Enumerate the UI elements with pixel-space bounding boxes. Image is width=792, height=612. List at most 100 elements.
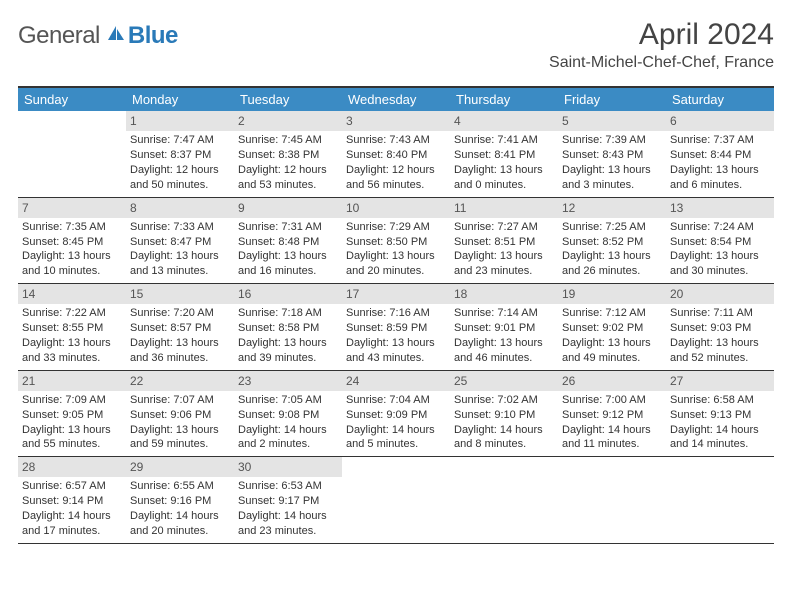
- day-number: 3: [342, 111, 450, 131]
- day-cell: 24Sunrise: 7:04 AMSunset: 9:09 PMDayligh…: [342, 371, 450, 457]
- sunrise-line: Sunrise: 7:18 AM: [238, 306, 338, 321]
- day-number: 25: [450, 371, 558, 391]
- sunrise-line: Sunrise: 6:55 AM: [130, 479, 230, 494]
- daylight-line: Daylight: 14 hours and 2 minutes.: [238, 423, 338, 453]
- daylight-line: Daylight: 13 hours and 26 minutes.: [562, 249, 662, 279]
- day-cell: 10Sunrise: 7:29 AMSunset: 8:50 PMDayligh…: [342, 198, 450, 284]
- sunset-line: Sunset: 9:14 PM: [22, 494, 122, 509]
- sunset-line: Sunset: 8:47 PM: [130, 235, 230, 250]
- day-number: 22: [126, 371, 234, 391]
- sunset-line: Sunset: 8:43 PM: [562, 148, 662, 163]
- daylight-line: Daylight: 13 hours and 59 minutes.: [130, 423, 230, 453]
- sunrise-line: Sunrise: 7:05 AM: [238, 393, 338, 408]
- day-number: 2: [234, 111, 342, 131]
- daylight-line: Daylight: 13 hours and 52 minutes.: [670, 336, 770, 366]
- sunset-line: Sunset: 8:54 PM: [670, 235, 770, 250]
- title-block: April 2024 Saint-Michel-Chef-Chef, Franc…: [549, 18, 774, 72]
- day-cell: 18 Sunrise: 7:14 AMSunset: 9:01 PMDayligh…: [450, 284, 558, 370]
- daylight-line: Daylight: 14 hours and 8 minutes.: [454, 423, 554, 453]
- day-number: 24: [342, 371, 450, 391]
- sunset-line: Sunset: 8:45 PM: [22, 235, 122, 250]
- sunrise-line: Sunrise: 7:14 AM: [454, 306, 554, 321]
- month-title: April 2024: [549, 18, 774, 52]
- sunrise-line: Sunrise: 7:12 AM: [562, 306, 662, 321]
- logo-text-blue: Blue: [128, 22, 178, 50]
- header: General Blue April 2024 Saint-Michel-Che…: [18, 18, 774, 72]
- day-cell: 5Sunrise: 7:39 AMSunset: 8:43 PMDaylight…: [558, 111, 666, 197]
- sunrise-line: Sunrise: 7:07 AM: [130, 393, 230, 408]
- daylight-line: Daylight: 12 hours and 56 minutes.: [346, 163, 446, 193]
- sunset-line: Sunset: 8:48 PM: [238, 235, 338, 250]
- weekday-header: Monday: [126, 88, 234, 111]
- day-number: 9: [234, 198, 342, 218]
- day-cell: 23 Sunrise: 7:05 AMSunset: 9:08 PMDayligh…: [234, 371, 342, 457]
- sunset-line: Sunset: 8:55 PM: [22, 321, 122, 336]
- day-number: 23: [234, 371, 342, 391]
- day-cell: 30Sunrise: 6:53 AMSunset: 9:17 PMDayligh…: [234, 457, 342, 543]
- sunrise-line: Sunrise: 7:20 AM: [130, 306, 230, 321]
- daylight-line: Daylight: 13 hours and 3 minutes.: [562, 163, 662, 193]
- day-cell: 17Sunrise: 7:16 AMSunset: 8:59 PMDayligh…: [342, 284, 450, 370]
- week-row: 1Sunrise: 7:47 AMSunset: 8:37 PMDaylight…: [18, 111, 774, 198]
- week-row: 14Sunrise: 7:22 AMSunset: 8:55 PMDayligh…: [18, 284, 774, 371]
- sail-icon: [106, 24, 126, 47]
- day-number: 15: [126, 284, 234, 304]
- sunrise-line: Sunrise: 7:25 AM: [562, 220, 662, 235]
- day-cell: 22Sunrise: 7:07 AMSunset: 9:06 PMDayligh…: [126, 371, 234, 457]
- sunrise-line: Sunrise: 7:02 AM: [454, 393, 554, 408]
- daylight-line: Daylight: 13 hours and 10 minutes.: [22, 249, 122, 279]
- sunset-line: Sunset: 8:37 PM: [130, 148, 230, 163]
- sunset-line: Sunset: 8:44 PM: [670, 148, 770, 163]
- week-row: 28 Sunrise: 6:57 AMSunset: 9:14 PM Dayligh…: [18, 457, 774, 544]
- daylight-line: Daylight: 14 hours and 20 minutes.: [130, 509, 230, 539]
- sunrise-line: Sunrise: 7:29 AM: [346, 220, 446, 235]
- week-row: 7Sunrise: 7:35 AMSunset: 8:45 PMDaylight…: [18, 198, 774, 285]
- sunset-line: Sunset: 9:12 PM: [562, 408, 662, 423]
- sunset-line: Sunset: 8:59 PM: [346, 321, 446, 336]
- sunrise-line: Sunrise: 7:47 AM: [130, 133, 230, 148]
- sunset-line: Sunset: 8:41 PM: [454, 148, 554, 163]
- day-number: 27: [666, 371, 774, 391]
- daylight-line: Daylight: 13 hours and 46 minutes.: [454, 336, 554, 366]
- day-cell: 11Sunrise: 7:27 AMSunset: 8:51 PMDayligh…: [450, 198, 558, 284]
- sunset-line: Sunset: 9:03 PM: [670, 321, 770, 336]
- sunset-line: Sunset: 9:09 PM: [346, 408, 446, 423]
- day-number: 4: [450, 111, 558, 131]
- daylight-line: Daylight: 13 hours and 55 minutes.: [22, 423, 122, 453]
- day-cell: 9Sunrise: 7:31 AMSunset: 8:48 PMDaylight…: [234, 198, 342, 284]
- sunrise-line: Sunrise: 7:31 AM: [238, 220, 338, 235]
- day-number: 26: [558, 371, 666, 391]
- day-number: 17: [342, 284, 450, 304]
- daylight-line: Daylight: 12 hours and 50 minutes.: [130, 163, 230, 193]
- sunset-line: Sunset: 9:08 PM: [238, 408, 338, 423]
- daylight-line: Daylight: 14 hours and 14 minutes.: [670, 423, 770, 453]
- day-number: 28: [18, 457, 126, 477]
- day-number: 29: [126, 457, 234, 477]
- daylight-line: Daylight: 13 hours and 30 minutes.: [670, 249, 770, 279]
- day-cell: 21Sunrise: 7:09 AMSunset: 9:05 PMDayligh…: [18, 371, 126, 457]
- sunrise-line: Sunrise: 7:41 AM: [454, 133, 554, 148]
- sunrise-line: Sunrise: 7:33 AM: [130, 220, 230, 235]
- day-cell: [558, 457, 666, 543]
- daylight-line: Daylight: 13 hours and 39 minutes.: [238, 336, 338, 366]
- sunset-line: Sunset: 9:01 PM: [454, 321, 554, 336]
- sunset-line: Sunset: 9:17 PM: [238, 494, 338, 509]
- sunset-line: Sunset: 8:52 PM: [562, 235, 662, 250]
- day-cell: 12Sunrise: 7:25 AMSunset: 8:52 PMDayligh…: [558, 198, 666, 284]
- daylight-line: Daylight: 13 hours and 0 minutes.: [454, 163, 554, 193]
- day-number: 18: [450, 284, 558, 304]
- day-cell: 14Sunrise: 7:22 AMSunset: 8:55 PMDayligh…: [18, 284, 126, 370]
- day-cell: 28Sunrise: 6:57 AMSunset: 9:14 PMDayligh…: [18, 457, 126, 543]
- day-cell: 25Sunrise: 7:02 AMSunset: 9:10 PMDayligh…: [450, 371, 558, 457]
- sunrise-line: Sunrise: 7:43 AM: [346, 133, 446, 148]
- day-cell: 4 Sunrise: 7:41 AMSunset: 8:41 PMDaylight…: [450, 111, 558, 197]
- sunrise-line: Sunrise: 6:57 AM: [22, 479, 122, 494]
- day-number: 7: [18, 198, 126, 218]
- weekday-header: Tuesday: [234, 88, 342, 111]
- daylight-line: Daylight: 13 hours and 49 minutes.: [562, 336, 662, 366]
- day-cell: 15Sunrise: 7:20 AMSunset: 8:57 PMDayligh…: [126, 284, 234, 370]
- daylight-line: Daylight: 13 hours and 23 minutes.: [454, 249, 554, 279]
- day-cell: 26Sunrise: 7:00 AMSunset: 9:12 PMDayligh…: [558, 371, 666, 457]
- sunset-line: Sunset: 8:50 PM: [346, 235, 446, 250]
- daylight-line: Daylight: 13 hours and 6 minutes.: [670, 163, 770, 193]
